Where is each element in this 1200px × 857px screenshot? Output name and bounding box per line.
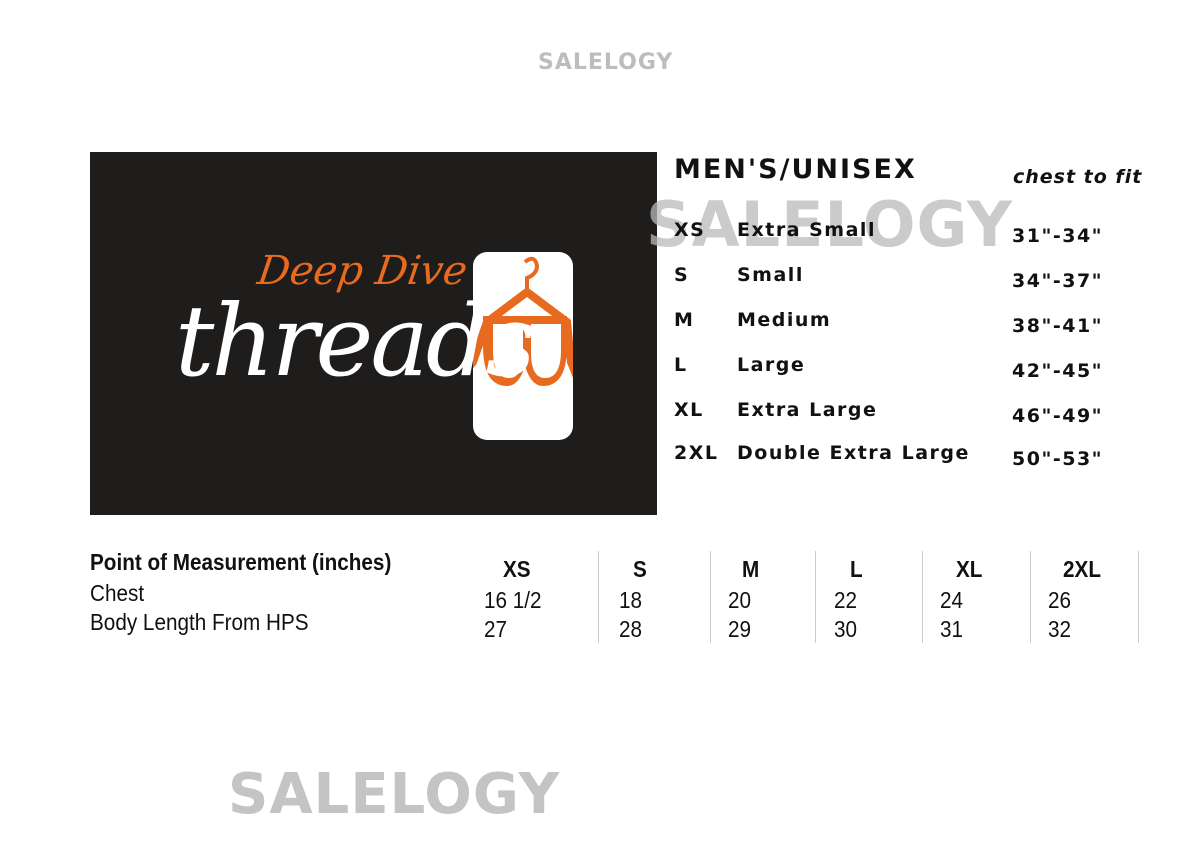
chest-to-fit-label: chest to fit (1013, 166, 1143, 188)
size-chart-title: MEN'S/UNISEX (674, 154, 917, 185)
size-row: L Large 42"-45" (674, 354, 1144, 384)
cell-length-xs: 27 (484, 616, 508, 642)
col-header-xs: XS (503, 556, 531, 582)
column-divider (815, 551, 816, 643)
col-header-l: L (850, 556, 863, 582)
cell-chest-l: 22 (834, 587, 858, 613)
size-row: XL Extra Large 46"-49" (674, 399, 1144, 429)
watermark-bottom: SALELOGY (228, 762, 561, 827)
logo-text-threads: threads (175, 285, 536, 399)
size-code: XS (674, 219, 706, 241)
cell-chest-2xl: 26 (1048, 587, 1072, 613)
col-header-xl: XL (956, 556, 983, 582)
col-header-2xl: 2XL (1063, 556, 1101, 582)
size-row: S Small 34"-37" (674, 264, 1144, 294)
cell-length-s: 28 (619, 616, 643, 642)
chest-range: 50"-53" (1012, 448, 1104, 470)
column-divider (598, 551, 599, 643)
logo-tag (449, 252, 587, 440)
col-header-s: S (633, 556, 647, 582)
cell-chest-xs: 16 1/2 (484, 587, 542, 613)
size-code: S (674, 264, 690, 286)
column-divider (1138, 551, 1139, 643)
size-name: Small (737, 264, 804, 286)
column-divider (710, 551, 711, 643)
size-row: XS Extra Small 31"-34" (674, 219, 1144, 249)
size-name: Medium (737, 309, 832, 331)
size-name: Large (737, 354, 806, 376)
size-code: M (674, 309, 695, 331)
cell-length-l: 30 (834, 616, 858, 642)
col-header-m: M (742, 556, 760, 582)
cell-length-xl: 31 (940, 616, 964, 642)
watermark-top: SALELOGY (538, 50, 674, 75)
column-divider (922, 551, 923, 643)
cell-length-m: 29 (728, 616, 752, 642)
size-name: Extra Small (737, 219, 876, 241)
size-row: 2XL Double Extra Large 50"-53" (674, 442, 1144, 472)
column-divider (1030, 551, 1031, 643)
cell-chest-m: 20 (728, 587, 752, 613)
size-code: L (674, 354, 688, 376)
size-name: Double Extra Large (737, 442, 970, 464)
size-code: XL (674, 399, 704, 421)
size-row: M Medium 38"-41" (674, 309, 1144, 339)
cell-length-2xl: 32 (1048, 616, 1072, 642)
chest-range: 38"-41" (1012, 315, 1104, 337)
chest-range: 46"-49" (1012, 405, 1104, 427)
cell-chest-s: 18 (619, 587, 643, 613)
chest-range: 31"-34" (1012, 225, 1104, 247)
row-label-body-length: Body Length From HPS (90, 609, 309, 635)
size-code: 2XL (674, 442, 719, 464)
chest-range: 34"-37" (1012, 270, 1104, 292)
hanger-dive-mask-icon (449, 256, 587, 394)
measurement-header: Point of Measurement (inches) (90, 549, 392, 575)
size-name: Extra Large (737, 399, 878, 421)
chest-range: 42"-45" (1012, 360, 1104, 382)
row-label-chest: Chest (90, 580, 145, 606)
cell-chest-xl: 24 (940, 587, 964, 613)
watermark-middle: SALELOGY (646, 188, 1013, 261)
